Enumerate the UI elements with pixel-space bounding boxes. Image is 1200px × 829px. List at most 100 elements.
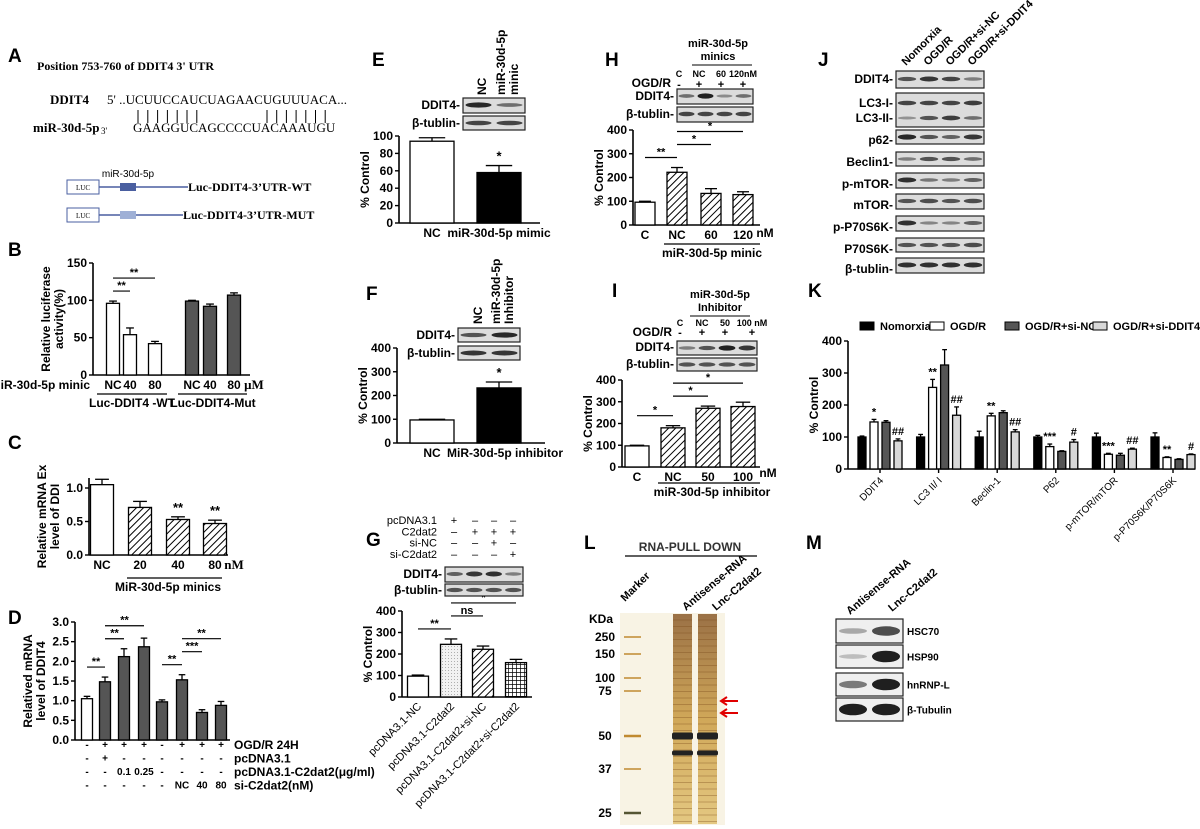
protein-band <box>919 100 939 106</box>
panel-label-i: I <box>612 281 617 302</box>
protein-band <box>839 628 867 634</box>
y-tick-label: 400 <box>607 123 627 137</box>
chart-i: 0 100 200 300 400% Control C NC 50 100 * * * <box>581 372 760 484</box>
significance-marker: ** <box>1163 444 1172 456</box>
chart-b: 0 50 100 150 Relative luciferase activity(%) N… <box>39 256 250 392</box>
bar-ogd-r <box>1103 453 1114 470</box>
legend-label: OGD/R+si-NC <box>1025 321 1096 333</box>
mirna-name: miR-30d-5p <box>33 120 99 135</box>
condition-value: – <box>510 515 517 527</box>
blot-label: DDIT4- <box>421 98 460 112</box>
condition-value: – <box>510 538 517 550</box>
treatment-header: minics <box>701 51 736 63</box>
blot-membrane <box>457 327 521 343</box>
protein-band <box>963 178 983 182</box>
ogd-value: + <box>722 327 728 339</box>
legend-label: OGD/R+si-DDIT4 <box>1113 321 1200 333</box>
condition-value: – <box>472 549 479 561</box>
bar-ogd-r <box>986 415 996 470</box>
y-tick-label: 300 <box>376 626 396 640</box>
x-tick-label: NC <box>423 446 441 460</box>
bar-ogd-r-si-ddit4 <box>1069 441 1079 470</box>
bar <box>202 522 228 556</box>
condition-value: + <box>141 740 147 751</box>
legend-swatch <box>929 321 945 331</box>
bar <box>471 648 495 698</box>
lane-label: 60 <box>716 69 726 79</box>
protein-band <box>963 134 983 140</box>
bar <box>409 419 455 444</box>
bar-ogd-r-si-ddit4 <box>893 440 903 470</box>
treatment-header: miR-30d-5p <box>688 38 748 50</box>
mirna-3prime: 3' <box>101 126 108 136</box>
gel-band-strong <box>697 750 718 756</box>
group-label: MiR-30d-5p minics <box>115 580 221 594</box>
y-tick-label: 400 <box>596 373 616 387</box>
protein-band <box>465 120 492 126</box>
condition-value: + <box>472 526 478 538</box>
protein-band <box>872 626 900 636</box>
significance-marker: * <box>692 134 697 146</box>
blot-j-ddit4 <box>895 70 985 89</box>
bar-ogd-r-si-ddit4 <box>1127 448 1138 470</box>
y-tick-label: 50 <box>74 331 88 345</box>
bar <box>226 294 242 376</box>
y-tick-label: 100 <box>67 293 87 307</box>
protein-band <box>872 678 900 691</box>
condition-value: + <box>510 549 516 561</box>
blot-label: p-mTOR- <box>842 177 893 191</box>
protein-band <box>963 77 983 81</box>
protein-band <box>491 332 518 338</box>
x-tick-label: 50 <box>701 470 715 484</box>
mirna-sequence: GAAGGUCAGCCCCUACAAAUGU <box>133 120 336 135</box>
significance-marker: *** <box>1102 440 1116 452</box>
y-tick-label: 60 <box>380 164 394 178</box>
blot-membrane <box>676 340 758 356</box>
bar <box>476 171 522 224</box>
marker-label: 150 <box>595 647 615 661</box>
blot-f-ddit4 <box>457 327 521 343</box>
condition-value: + <box>102 754 108 765</box>
significance-marker: ** <box>110 628 119 640</box>
y-tick-label: 400 <box>376 604 396 618</box>
blot-m-hnrnpl <box>835 672 904 697</box>
lane-label: C <box>676 69 683 79</box>
lane-label: NC <box>471 306 485 324</box>
lane-label: 100 nM <box>737 318 768 328</box>
y-axis-label: % Control <box>581 395 595 452</box>
condition-value: + <box>218 740 224 751</box>
y-tick-label: 300 <box>371 365 391 379</box>
significance-marker: ## <box>1126 435 1138 447</box>
protein-band <box>919 178 939 182</box>
protein-band <box>718 345 736 351</box>
protein-band <box>491 350 518 356</box>
blot-j-p70s6k <box>895 237 985 253</box>
y-axis-label: % Control <box>361 626 375 683</box>
condition-value: - <box>85 767 88 778</box>
x-tick-label: NC <box>664 470 682 484</box>
y-tick-label: 0 <box>386 216 393 230</box>
y-axis-label: Relatived mRNA <box>21 634 35 728</box>
x-tick-label: Beclin-1 <box>970 475 1004 509</box>
bar <box>409 140 455 224</box>
blot-label: β-tublin- <box>394 583 442 597</box>
panel-label-l: L <box>584 533 596 554</box>
protein-band <box>941 262 961 268</box>
site-label: miR-30d-5p <box>102 169 155 180</box>
ogd-value: + <box>749 327 755 339</box>
protein-band <box>919 262 939 268</box>
blot-label: β-tublin- <box>845 262 893 276</box>
condition-value: – <box>472 515 479 527</box>
blot-label: LC3-II- <box>856 111 893 125</box>
bar <box>89 483 115 556</box>
blot-membrane <box>895 215 985 232</box>
protein-band <box>919 242 939 248</box>
significance-marker: *** <box>186 641 200 653</box>
significance-marker: * <box>481 592 486 604</box>
blot-membrane <box>676 106 754 123</box>
bar-nomorxia <box>857 436 867 470</box>
bar <box>202 305 218 376</box>
arrow-icon <box>719 708 738 718</box>
chart-d: 0.0 0.5 1.0 1.5 2.0 2.5 3.0 Relatived mRNA level… <box>21 615 230 747</box>
